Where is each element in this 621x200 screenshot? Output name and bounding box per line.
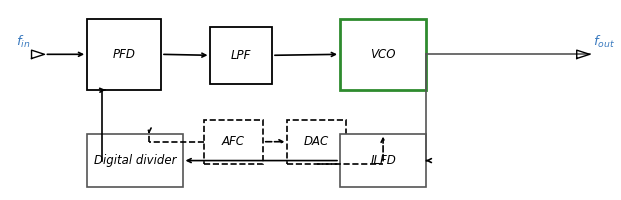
Text: VCO: VCO xyxy=(370,48,396,61)
Bar xyxy=(87,19,161,90)
Text: Digital divider: Digital divider xyxy=(94,154,176,167)
Text: $f_{in}$: $f_{in}$ xyxy=(16,34,30,50)
Text: PFD: PFD xyxy=(112,48,135,61)
Bar xyxy=(340,19,426,90)
Bar xyxy=(211,27,272,84)
Text: ILFD: ILFD xyxy=(370,154,396,167)
Bar xyxy=(288,120,346,164)
Text: AFC: AFC xyxy=(222,135,245,148)
Text: DAC: DAC xyxy=(304,135,329,148)
Text: $f_{out}$: $f_{out}$ xyxy=(593,34,615,50)
Bar xyxy=(204,120,263,164)
Bar xyxy=(87,134,183,187)
Text: LPF: LPF xyxy=(231,49,252,62)
Bar xyxy=(340,134,426,187)
